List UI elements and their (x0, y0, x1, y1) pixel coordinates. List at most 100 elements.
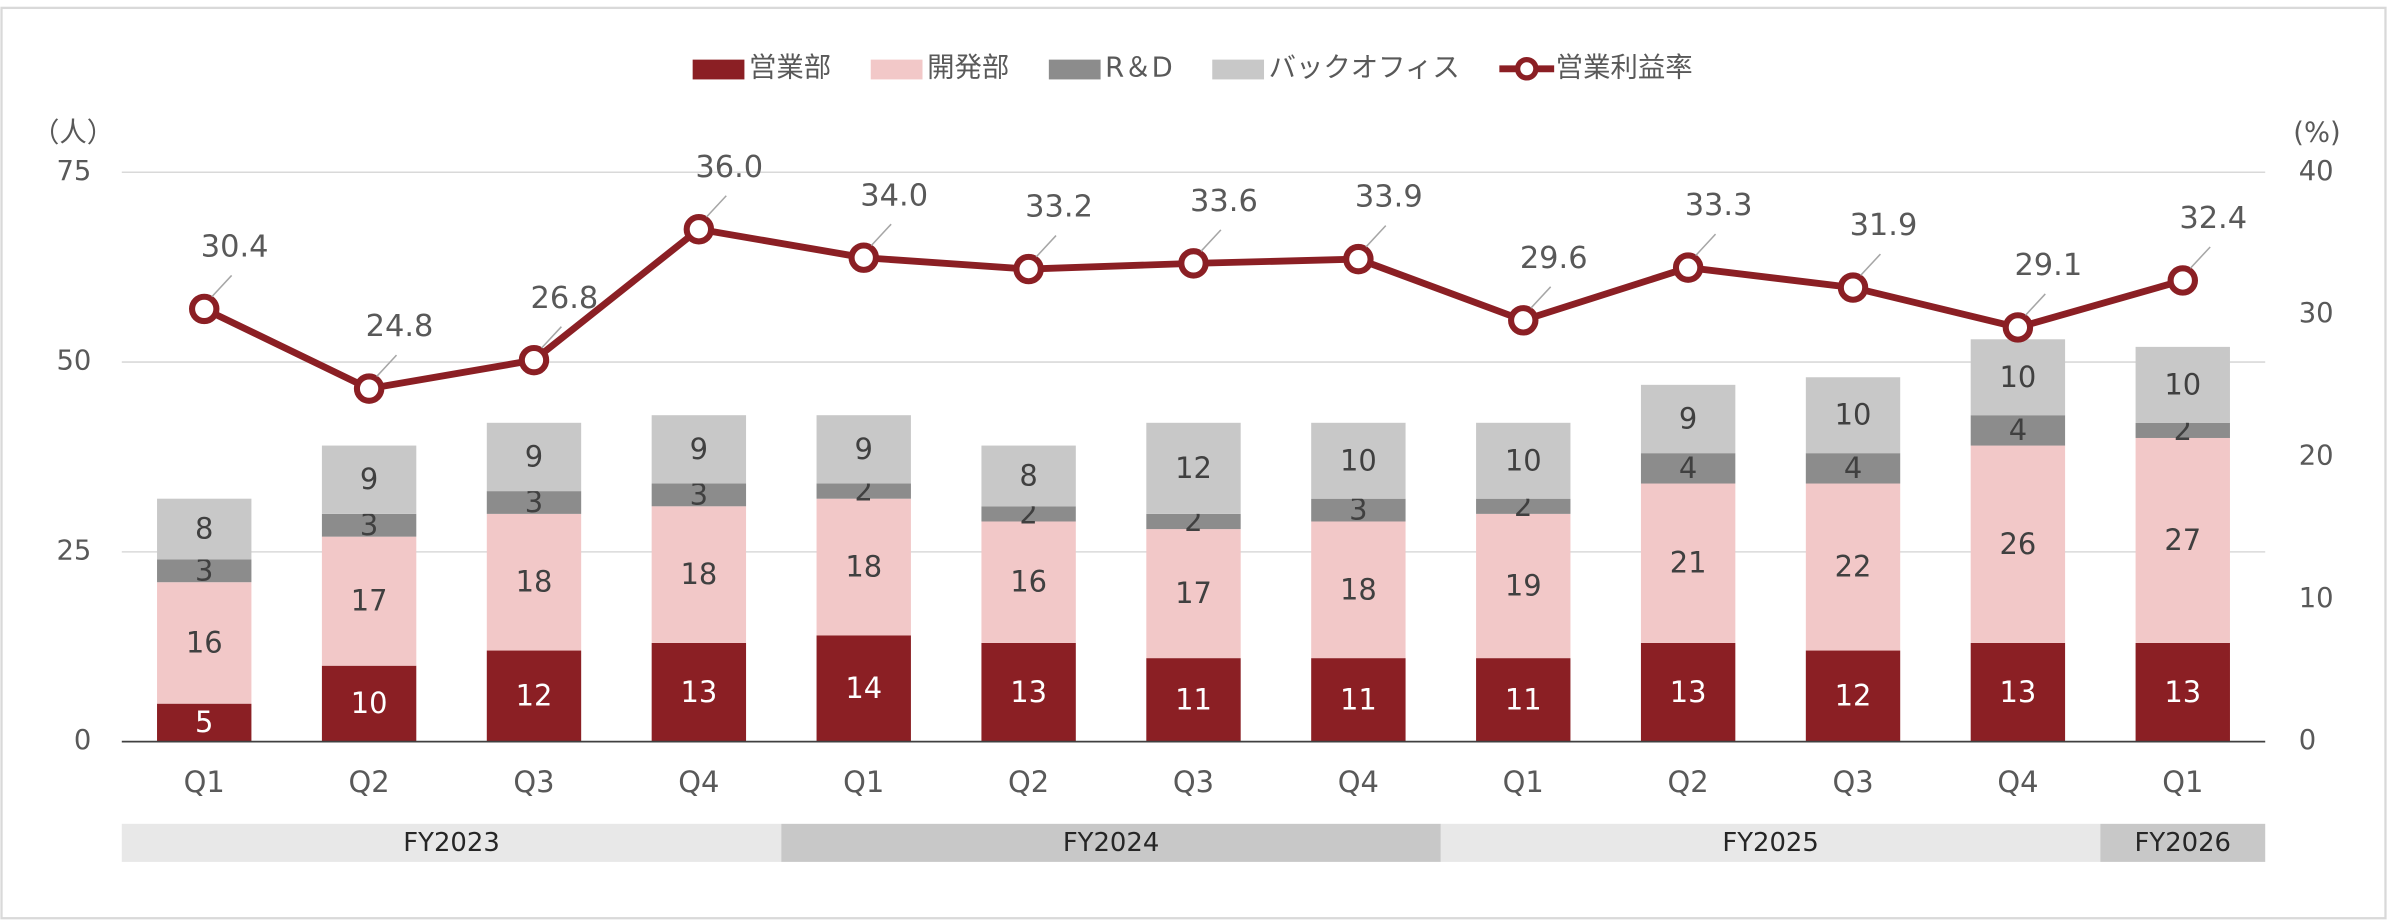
y2-tick-label: 10 (2299, 583, 2334, 614)
bar (321, 513, 417, 537)
bar-label: 11 (1340, 682, 1377, 716)
group-label: FY2024 (1063, 828, 1159, 858)
bar-label: 4 (1679, 451, 1697, 485)
bar-label: 3 (1349, 493, 1367, 527)
line-label: 24.8 (366, 309, 434, 344)
bar (1805, 483, 1901, 651)
bar-label: 13 (1999, 675, 2036, 709)
y2-tick-label: 40 (2299, 156, 2334, 187)
bar-label: 3 (195, 553, 213, 587)
bar (981, 642, 1076, 742)
y2-tick-label: 0 (2299, 725, 2316, 756)
y-tick-label: 75 (56, 156, 91, 187)
line-label: 33.6 (1190, 184, 1258, 219)
x-tick-label: Q2 (349, 765, 390, 799)
group-band (121, 823, 782, 862)
line-label: 26.8 (531, 281, 599, 316)
bar (2135, 642, 2230, 742)
line-label: 29.1 (2014, 248, 2082, 283)
leader-line (541, 326, 562, 349)
leader-line (870, 223, 892, 247)
legend-label: 開発部 (927, 52, 1009, 83)
x-tick-label: Q3 (513, 765, 554, 799)
bar (651, 483, 747, 507)
bar-label: 22 (1835, 550, 1872, 584)
bar (157, 559, 252, 583)
bar-label: 17 (351, 584, 388, 618)
line-marker (1343, 243, 1374, 275)
bar (1146, 513, 1241, 530)
line-marker (518, 344, 550, 376)
bar-label: 12 (1835, 679, 1872, 713)
bar-label: 13 (1010, 675, 1047, 709)
leader-line (2189, 246, 2211, 269)
x-tick-label: Q4 (678, 765, 719, 799)
bar (1640, 453, 1736, 484)
y-axis-unit: （人） (32, 118, 114, 149)
bar (157, 703, 252, 742)
bar (1476, 422, 1571, 499)
bar (1970, 642, 2066, 742)
bar (1640, 642, 1736, 742)
bar-label: 8 (1019, 458, 1037, 492)
bar-label: 10 (1340, 443, 1377, 477)
bar (651, 415, 747, 484)
line-marker (2167, 265, 2198, 296)
bar (1311, 521, 1406, 659)
line-marker (1013, 253, 1044, 285)
bar-label: 9 (855, 432, 873, 466)
bar-label: 8 (195, 512, 213, 546)
leader-line (376, 354, 398, 377)
bar-label: 12 (516, 679, 553, 713)
bar (157, 498, 252, 560)
bar (1311, 498, 1406, 522)
bar (321, 665, 417, 742)
bar-label: 3 (360, 508, 378, 542)
bar (157, 582, 252, 704)
line-label: 33.9 (1355, 180, 1423, 215)
group-label: FY2023 (403, 828, 499, 858)
legend-label: R＆D (1105, 52, 1173, 83)
bar-label: 10 (2164, 367, 2201, 401)
leader-line (1035, 235, 1057, 258)
bar-label: 3 (690, 477, 708, 511)
bar (981, 521, 1076, 643)
line-marker (2002, 312, 2034, 343)
bar-label: 12 (1175, 451, 1212, 485)
x-tick-label: Q1 (184, 765, 225, 799)
x-tick-label: Q2 (1668, 765, 1709, 799)
x-tick-label: Q1 (1503, 765, 1544, 799)
legend-label: バックオフィス (1269, 52, 1460, 83)
bar-label: 13 (680, 675, 717, 709)
bar (651, 506, 747, 643)
y2-tick-label: 30 (2299, 298, 2334, 329)
leader-line (1530, 286, 1552, 309)
leader-line (2024, 293, 2046, 316)
bar (1805, 377, 1901, 454)
line-marker (1178, 248, 1209, 279)
line-label: 29.6 (1520, 241, 1588, 276)
leader-line (1695, 233, 1717, 256)
bar-label: 27 (2164, 523, 2201, 557)
group-band (2100, 823, 2266, 862)
bar (321, 536, 417, 666)
bar-label: 18 (1340, 572, 1377, 606)
x-tick-label: Q1 (843, 765, 884, 799)
bar (1970, 445, 2066, 643)
line-marker (1508, 305, 1539, 336)
bar-label: 10 (1505, 443, 1542, 477)
bar (1146, 422, 1241, 514)
line-label: 34.0 (860, 178, 928, 213)
y-tick-label: 0 (74, 725, 91, 756)
bar (1970, 339, 2066, 416)
y2-axis-unit: (%) (2293, 118, 2340, 149)
bar (816, 498, 911, 636)
bar (2135, 437, 2230, 643)
x-tick-label: Q3 (1832, 765, 1873, 799)
bar (1476, 498, 1571, 514)
line-label: 30.4 (201, 230, 269, 265)
bar (1640, 483, 1736, 643)
bar-label: 9 (690, 432, 708, 466)
legend-swatch (870, 59, 923, 80)
bar (1476, 658, 1571, 742)
